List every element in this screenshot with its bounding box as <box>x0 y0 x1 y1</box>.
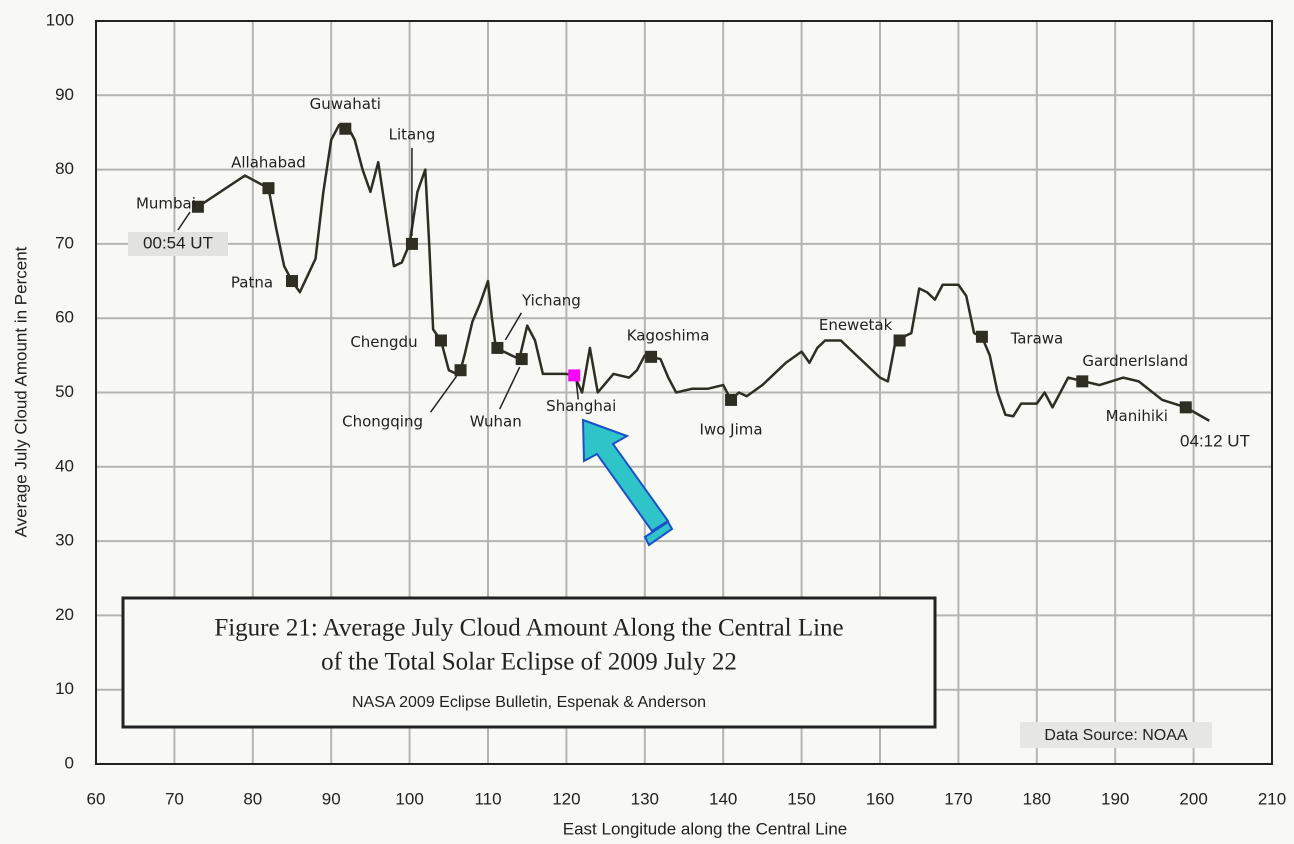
x-tick-label: 150 <box>787 789 815 808</box>
city-marker <box>339 122 352 135</box>
x-tick-label: 100 <box>395 789 423 808</box>
caption-box <box>121 596 937 729</box>
caption-line: Figure 21: Average July Cloud Amount Alo… <box>214 615 843 642</box>
y-axis-title: Average July Cloud Amount in Percent <box>11 246 30 537</box>
city-marker <box>491 341 504 354</box>
city-label: Iwo Jima <box>700 420 763 438</box>
x-tick-label: 110 <box>474 789 501 808</box>
x-tick-label: 180 <box>1023 789 1051 808</box>
x-tick-label: 200 <box>1179 789 1207 808</box>
city-marker <box>1179 401 1192 414</box>
city-label: Tarawa <box>1010 329 1064 347</box>
city-label: Litang <box>389 125 436 143</box>
x-tick-label: 60 <box>87 789 106 808</box>
city-label: Guwahati <box>310 95 381 113</box>
city-marker <box>568 369 581 382</box>
city-label: Manihiki <box>1106 407 1168 425</box>
city-marker <box>286 275 298 288</box>
city-marker <box>191 200 204 213</box>
city-marker <box>725 393 738 406</box>
y-tick-label: 80 <box>55 159 74 178</box>
source: Data Source: NOAA <box>1044 727 1188 744</box>
city-marker <box>454 364 467 377</box>
city-label: Wuhan <box>470 413 522 431</box>
x-tick-label: 120 <box>552 789 580 808</box>
x-tick-label: 130 <box>631 789 659 808</box>
plot-frame <box>95 20 1273 765</box>
city-marker <box>515 353 528 366</box>
city-label: Enewetak <box>819 316 893 334</box>
arrow <box>581 418 670 533</box>
x-tick-label: 170 <box>944 789 972 808</box>
y-tick-label: 10 <box>55 679 74 698</box>
leader <box>504 312 523 341</box>
y-tick-label: 70 <box>55 233 74 252</box>
city-label: Mumbai <box>136 194 196 212</box>
y-tick-label: 20 <box>55 605 74 624</box>
city-label: GardnerIsland <box>1082 352 1188 370</box>
city-label: Yichang <box>521 291 581 309</box>
y-tick-label: 50 <box>55 382 74 401</box>
x-tick-label: 160 <box>866 789 894 808</box>
city-marker <box>405 237 418 250</box>
x-tick-label: 210 <box>1258 789 1286 808</box>
city-label: Kagoshima <box>627 326 710 344</box>
city-marker <box>893 334 906 347</box>
leader <box>429 375 458 413</box>
arrow-tail <box>643 520 674 547</box>
y-tick-label: 100 <box>46 10 74 29</box>
x-tick-label: 90 <box>322 789 341 808</box>
city-label: Allahabad <box>231 154 306 172</box>
city-marker <box>645 350 658 363</box>
y-tick-label: 30 <box>55 531 74 550</box>
x-tick-label: 140 <box>709 789 737 808</box>
city-label: Shanghai <box>546 397 616 415</box>
start-label-box <box>128 232 228 256</box>
city-marker <box>975 330 988 343</box>
y-tick-label: 0 <box>65 753 74 772</box>
y-tick-label: 60 <box>55 308 74 327</box>
city-label: Chengdu <box>350 333 417 351</box>
leader <box>575 381 579 400</box>
end-label: 04:12 UT <box>1180 431 1250 450</box>
city-marker <box>434 334 447 347</box>
x-tick-label: 190 <box>1101 789 1129 808</box>
leader <box>177 211 191 231</box>
marks: Mumbai Allahabad Patna Guwahati Litang Chengd… <box>136 95 1210 438</box>
city-marker <box>262 182 275 195</box>
start-label: 00:54 UT <box>143 233 213 252</box>
caption-line: of the Total Solar Eclipse of 2009 July … <box>321 649 737 676</box>
source-box <box>1020 722 1212 748</box>
caption-credit: NASA 2009 Eclipse Bulletin, Espenak & An… <box>352 694 706 711</box>
x-axis-title: East Longitude along the Central Line <box>563 819 847 838</box>
x-tick-label: 70 <box>165 789 184 808</box>
y-tick-label: 40 <box>55 456 74 475</box>
y-tick-label: 90 <box>55 85 74 104</box>
city-label: Chongqing <box>342 413 423 431</box>
city-marker <box>1076 375 1089 388</box>
leader <box>499 366 521 410</box>
x-tick-label: 80 <box>243 789 262 808</box>
city-label: Patna <box>231 274 273 292</box>
